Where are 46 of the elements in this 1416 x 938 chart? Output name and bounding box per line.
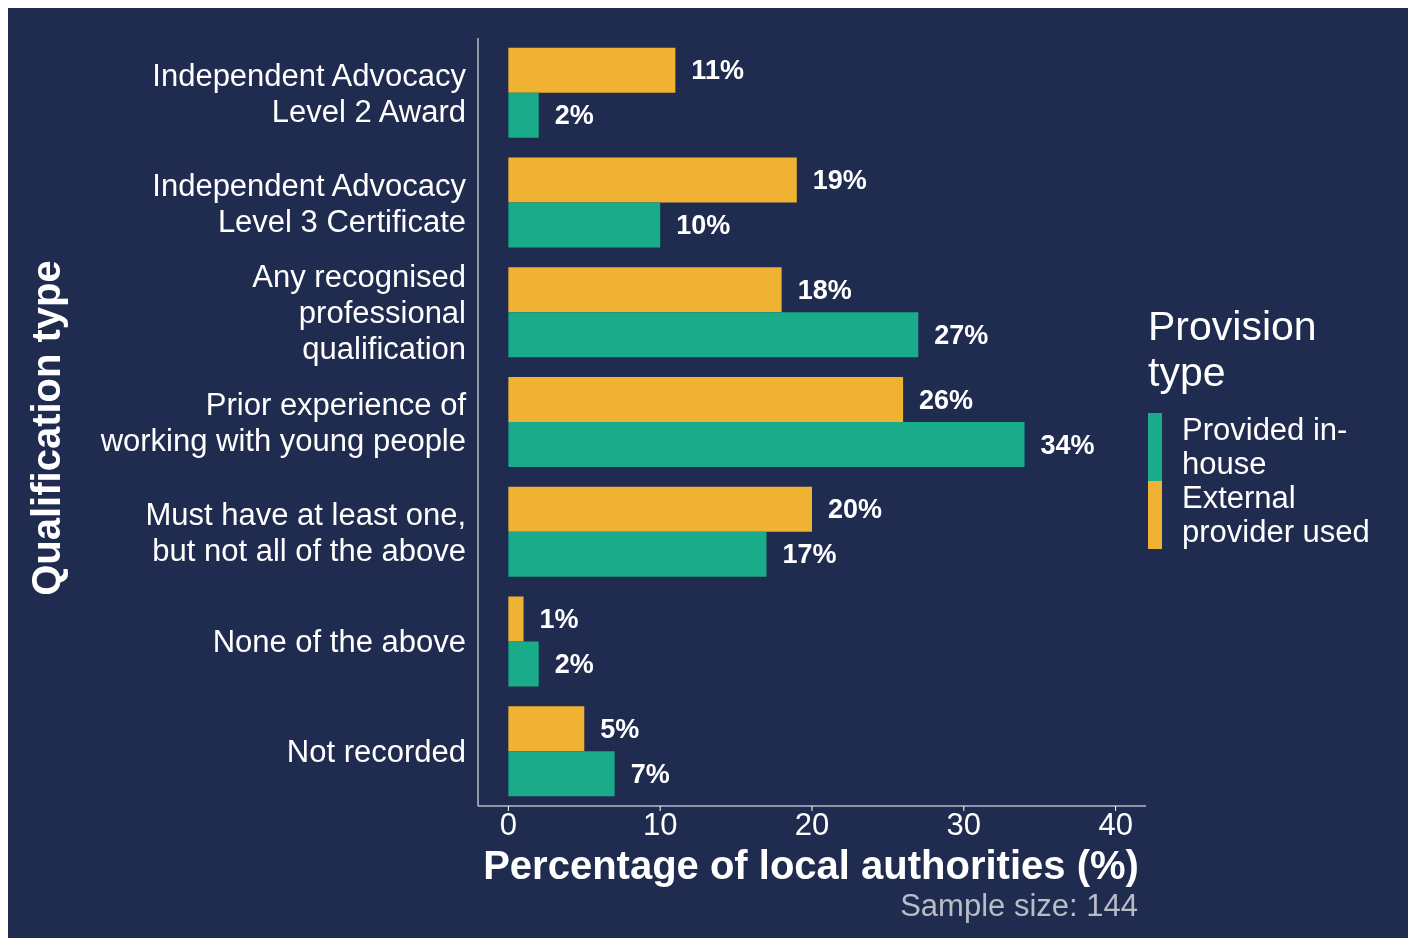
y-tick-label: None of the above — [212, 623, 466, 659]
data-label: 2% — [554, 648, 594, 679]
data-label: 10% — [676, 210, 731, 241]
x-tick-label: 40 — [1098, 807, 1133, 843]
data-label: 1% — [539, 603, 579, 634]
bar — [508, 706, 585, 752]
y-tick-label: Must have at least one, but not all of the above — [145, 496, 466, 568]
x-axis-title: Percentage of local authorities (%) — [483, 843, 1139, 888]
bar — [508, 751, 615, 797]
data-label: 18% — [797, 274, 852, 305]
y-tick-label: Independent Advocacy Level 3 Certificate — [152, 167, 467, 239]
y-tick-label: Not recorded — [286, 733, 466, 769]
data-label: 26% — [919, 384, 974, 415]
bar — [508, 312, 919, 358]
bar — [508, 92, 539, 138]
y-tick-label: Independent Advocacy Level 2 Award — [152, 57, 467, 129]
data-label: 19% — [812, 165, 867, 196]
y-axis-title: Qualification type — [23, 260, 69, 596]
x-tick-label: 0 — [499, 807, 517, 843]
x-tick-label: 20 — [794, 807, 830, 843]
text: Sample size: 144 — [900, 888, 1138, 924]
legend-label: Provided in-house — [1182, 412, 1349, 481]
bar — [508, 531, 767, 577]
bar — [508, 596, 524, 642]
data-label: 27% — [934, 319, 989, 350]
data-label: 34% — [1040, 429, 1095, 460]
x-tick-label: 10 — [642, 807, 678, 843]
legend-label: External provider used — [1182, 480, 1371, 549]
bar — [508, 157, 797, 203]
bar — [508, 202, 661, 248]
data-label: 7% — [630, 758, 670, 789]
data-label: 20% — [828, 494, 883, 525]
y-tick-label: Prior experience of working with young people — [99, 386, 467, 458]
data-label: 5% — [600, 713, 640, 744]
data-label: 11% — [691, 55, 744, 86]
bar — [508, 486, 812, 532]
y-tick-label: Any recognised professional qualification — [252, 258, 466, 366]
x-tick-label: 30 — [946, 807, 982, 843]
bar — [508, 641, 539, 687]
bar — [508, 267, 782, 313]
legend-title: Provision type — [1148, 303, 1318, 395]
data-label: 17% — [782, 539, 837, 570]
data-label: 2% — [554, 100, 594, 131]
bar — [508, 422, 1025, 468]
bar — [508, 47, 676, 93]
bar — [508, 377, 904, 423]
